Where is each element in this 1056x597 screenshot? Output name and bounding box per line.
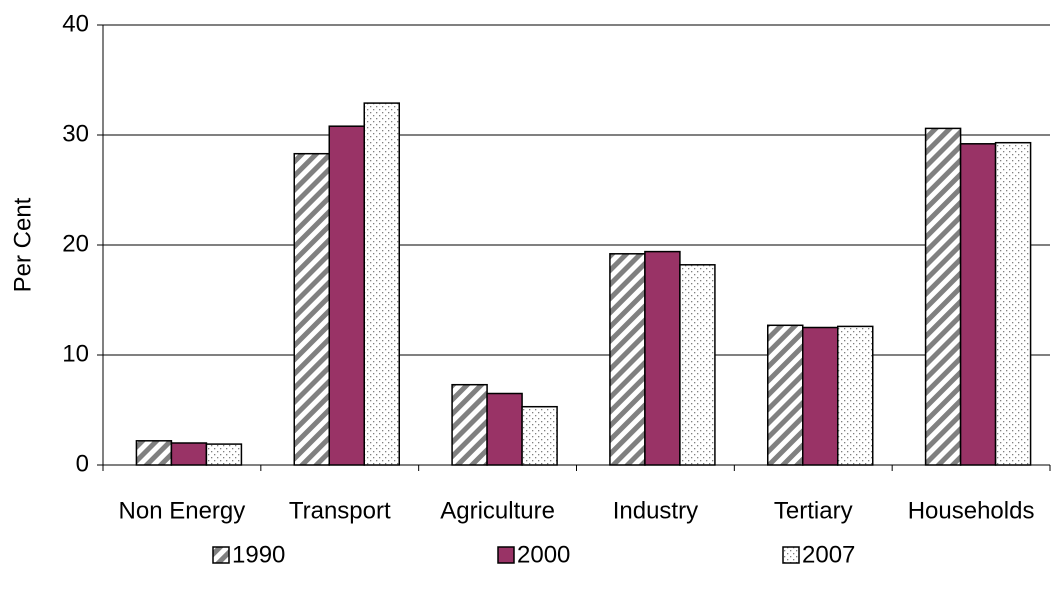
legend-marker <box>782 546 800 564</box>
bar <box>802 326 839 466</box>
bar <box>293 152 330 466</box>
y-tick-label: 30 <box>62 120 89 147</box>
legend-marker <box>497 546 515 564</box>
x-tick-label: Transport <box>289 497 391 524</box>
legend-label: 1990 <box>232 541 285 568</box>
legend-marker <box>212 546 230 564</box>
bar <box>170 442 208 466</box>
y-tick-label: 20 <box>62 230 89 257</box>
bar <box>959 143 997 466</box>
bar <box>609 253 646 466</box>
bar <box>451 383 488 466</box>
bar <box>486 392 523 466</box>
bar <box>135 440 173 466</box>
legend-label: 2007 <box>802 541 855 568</box>
bar <box>521 405 558 466</box>
y-tick-label: 0 <box>76 450 89 477</box>
bar <box>767 324 804 466</box>
y-tick-label: 40 <box>62 10 89 37</box>
x-tick-label: Tertiary <box>774 497 853 524</box>
bar <box>328 125 365 466</box>
bar <box>679 264 716 466</box>
bar <box>644 250 681 466</box>
bar <box>363 102 400 466</box>
y-axis-label: Per Cent <box>9 197 36 292</box>
y-tick-label: 10 <box>62 340 89 367</box>
bar <box>994 141 1032 466</box>
legend-label: 2000 <box>517 541 570 568</box>
bar <box>205 443 243 466</box>
x-tick-label: Agriculture <box>440 497 555 524</box>
bar <box>924 127 962 466</box>
x-tick-label: Households <box>908 497 1035 524</box>
bar <box>837 325 874 466</box>
x-tick-label: Industry <box>613 497 698 524</box>
x-tick-label: Non Energy <box>119 497 246 524</box>
